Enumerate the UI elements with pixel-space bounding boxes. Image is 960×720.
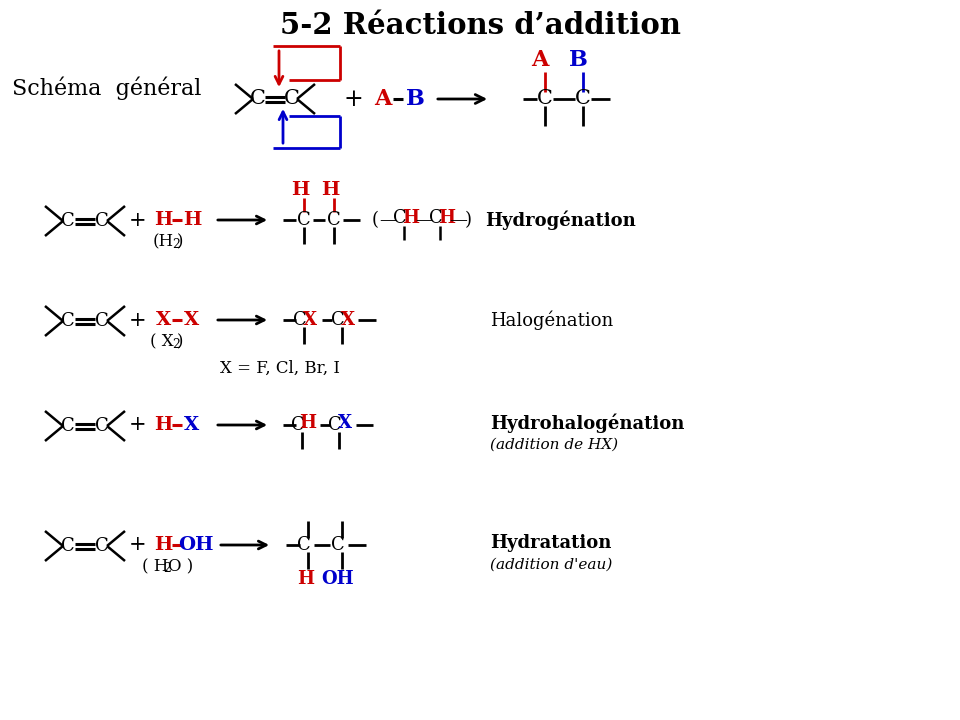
Text: Hydrogénation: Hydrogénation [485, 210, 636, 230]
Text: OH: OH [179, 536, 214, 554]
Text: —: — [415, 211, 433, 229]
Text: H: H [402, 209, 420, 227]
Text: X: X [156, 311, 171, 329]
Text: Schéma  général: Schéma général [12, 76, 202, 100]
Text: C: C [331, 536, 345, 554]
Text: (addition de HX): (addition de HX) [490, 438, 618, 452]
Text: C: C [284, 89, 300, 109]
Text: A: A [374, 88, 392, 110]
Text: X: X [338, 414, 352, 432]
Text: (H: (H [153, 233, 174, 251]
Text: ): ) [465, 211, 471, 229]
Text: H: H [300, 414, 317, 432]
Text: C: C [298, 536, 311, 554]
Text: C: C [250, 89, 266, 109]
Text: C: C [291, 416, 305, 434]
Text: C: C [293, 311, 307, 329]
Text: C: C [95, 417, 108, 435]
Text: X: X [184, 416, 200, 434]
Text: C: C [394, 209, 407, 227]
Text: 5-2 Réactions d’addition: 5-2 Réactions d’addition [279, 12, 681, 40]
Text: C: C [61, 312, 75, 330]
Text: —: — [379, 211, 396, 229]
Text: 2: 2 [163, 562, 171, 575]
Text: C: C [95, 312, 108, 330]
Text: (addition d'eau): (addition d'eau) [490, 558, 612, 572]
Text: A: A [531, 49, 549, 71]
Text: C: C [95, 537, 108, 555]
Text: X: X [341, 311, 355, 329]
Text: B: B [405, 88, 424, 110]
Text: O ): O ) [168, 559, 193, 575]
Text: X: X [184, 311, 200, 329]
Text: H: H [154, 536, 172, 554]
Text: C: C [327, 211, 341, 229]
Text: C: C [537, 89, 553, 109]
Text: X: X [303, 311, 317, 329]
Text: C: C [298, 211, 311, 229]
Text: C: C [61, 537, 75, 555]
Text: Halogénation: Halogénation [490, 310, 613, 330]
Text: H: H [154, 416, 172, 434]
Text: B: B [568, 49, 588, 71]
Text: +: + [130, 536, 147, 554]
Text: —: — [449, 211, 467, 229]
Text: +: + [130, 210, 147, 230]
Text: Hydrohalogénation: Hydrohalogénation [490, 413, 684, 433]
Text: C: C [429, 209, 443, 227]
Text: H: H [298, 570, 315, 588]
Text: C: C [328, 416, 342, 434]
Text: C: C [95, 212, 108, 230]
Text: X = F, Cl, Br, I: X = F, Cl, Br, I [220, 359, 340, 377]
Text: ( X: ( X [150, 333, 174, 351]
Text: ): ) [177, 333, 183, 351]
Text: ( H: ( H [142, 559, 168, 575]
Text: H: H [154, 211, 172, 229]
Text: (: ( [372, 211, 378, 229]
Text: C: C [61, 417, 75, 435]
Text: 2: 2 [172, 238, 180, 251]
Text: H: H [439, 209, 455, 227]
Text: C: C [575, 89, 591, 109]
Text: 2: 2 [172, 338, 180, 351]
Text: C: C [61, 212, 75, 230]
Text: C: C [331, 311, 345, 329]
Text: +: + [343, 88, 363, 110]
Text: +: + [130, 415, 147, 434]
Text: Hydratation: Hydratation [490, 534, 612, 552]
Text: H: H [182, 211, 202, 229]
Text: H: H [321, 181, 339, 199]
Text: H: H [291, 181, 309, 199]
Text: +: + [130, 310, 147, 330]
Text: ): ) [177, 233, 183, 251]
Text: OH: OH [322, 570, 354, 588]
